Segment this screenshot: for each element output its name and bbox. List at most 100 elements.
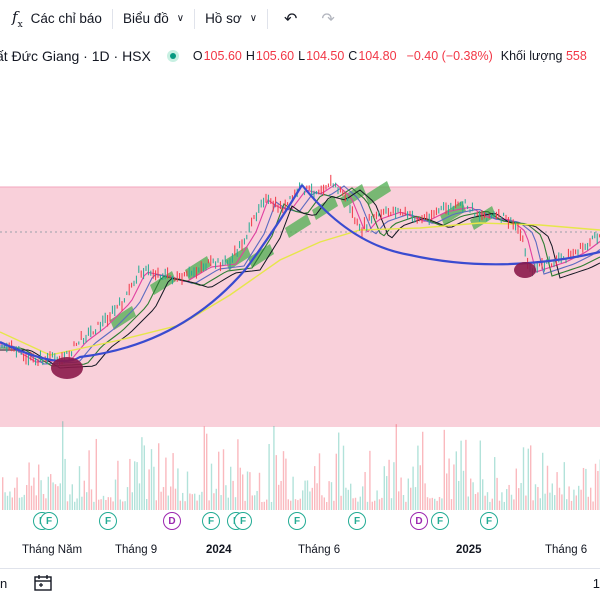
volume-bar [230,466,232,510]
volume-bar [244,500,246,510]
volume-bar [438,496,441,510]
volume-bar [410,487,412,510]
volume-bar [318,453,321,510]
volume-bar [52,482,54,510]
volume-bar [568,486,570,510]
volume-bar [225,485,227,510]
close-label: C [348,49,358,63]
redo-button[interactable]: ↷ [309,0,346,37]
volume-bar [527,448,529,510]
cloud-segment [285,214,311,238]
volume-bar [33,477,35,510]
volume-bar [323,497,325,510]
volume-bar [446,473,448,510]
earnings-event-marker[interactable]: F [480,512,498,530]
volume-bar [366,501,369,510]
volume-bar [14,487,16,510]
profile-button[interactable]: Hồ sơ ∨ [199,0,263,37]
volume-bar [554,495,556,510]
volume-bar [340,495,342,510]
earnings-event-marker[interactable]: F [99,512,117,530]
volume-bar [470,478,472,510]
volume-bar [218,451,220,510]
dividend-event-marker[interactable]: D [410,512,428,530]
volume-bar [407,478,409,510]
volume-bar [165,457,167,510]
profile-label: Hồ sơ [205,11,242,26]
volume-bar [167,495,169,510]
volume-bar [297,500,299,510]
chart-type-button[interactable]: Biểu đồ ∨ [117,0,190,37]
indicators-button[interactable]: fx Các chỉ báo [0,0,108,37]
dividend-event-marker[interactable]: D [163,512,181,530]
low-value: L104.50 [298,49,344,63]
volume-number: 558 [565,49,587,63]
volume-bar [412,466,414,510]
volume-bar [443,429,445,510]
earnings-event-marker[interactable]: F [348,512,366,530]
volume-bar [90,489,93,510]
volume-bar [131,492,133,510]
earnings-event-marker[interactable]: F [234,512,252,530]
volume-bar [525,495,527,510]
toolbar-divider [194,8,196,29]
bottom-bar: n 1 [0,568,600,600]
volume-bar [544,493,546,510]
volume-bar [453,464,455,510]
volume-bar [138,483,141,510]
volume-bar [486,492,489,510]
volume-bar [431,497,433,510]
volume-bar [467,496,469,510]
earnings-event-marker[interactable]: F [431,512,449,530]
volume-bar [186,471,189,510]
volume-bar [237,439,239,510]
volume-bar [38,464,40,510]
volume-bar [522,447,525,510]
volume-bar [9,491,11,510]
volume-bar [477,492,479,510]
earnings-event-marker[interactable]: F [288,512,306,530]
volume-bar [158,443,160,510]
volume-bar [21,497,23,510]
price-chart[interactable] [0,70,600,540]
volume-bar [335,453,337,510]
range-label[interactable]: n [0,576,8,591]
calendar-icon[interactable] [33,573,53,593]
volume-bar [316,483,318,510]
volume-bar [66,501,69,510]
volume-bar [263,501,265,510]
volume-bar [86,492,88,510]
undo-button[interactable]: ↶ [272,0,309,37]
volume-bar [482,479,484,510]
symbol-title[interactable]: ất Đức Giang · 1D · HSX [0,48,151,64]
volume-bar [388,459,390,510]
volume-bar [383,466,385,510]
volume-bar [93,501,95,510]
volume-bar [203,426,205,510]
volume-bar [582,467,585,510]
volume-bar [47,476,49,510]
time-label: 2024 [206,544,232,556]
market-status-icon[interactable] [166,50,179,62]
chevron-down-icon: ∨ [249,13,258,24]
volume-bar [585,468,587,510]
volume-bar [50,474,52,510]
volume-bar [414,487,417,510]
earnings-event-marker[interactable]: F [40,512,58,530]
volume-bar [194,493,196,510]
volume-bar [314,466,316,510]
volume-bar [515,468,517,510]
volume-bar [424,483,426,510]
cloud-segment [248,244,274,268]
volume-bar [570,500,573,510]
toolbar-divider [111,8,113,29]
volume-bar [345,487,347,510]
volume-bar [232,480,234,510]
earnings-event-marker[interactable]: F [202,512,220,530]
open-label: O [192,49,203,63]
cloud-segment [365,181,391,205]
volume-bar [309,491,311,510]
volume-bar [64,458,66,510]
volume-bar [182,492,184,510]
volume-bar [566,499,568,510]
